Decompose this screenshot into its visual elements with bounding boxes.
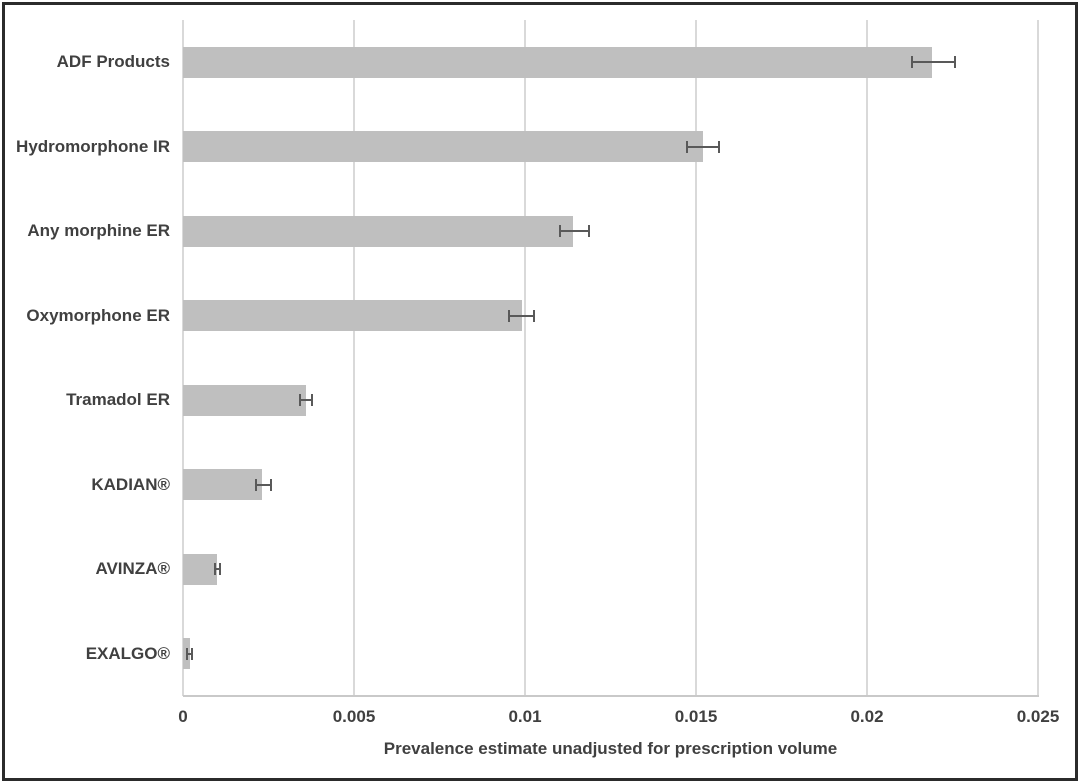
category-label: EXALGO® [85,643,170,663]
error-bar-line [911,61,956,64]
bar [183,46,932,78]
x-tick-label: 0.02 [850,707,884,726]
gridline [1037,20,1039,696]
x-axis-title: Prevalence estimate unadjusted for presc… [383,739,838,758]
error-bar-line [186,652,194,655]
bar [183,469,262,501]
error-bar-line [685,145,720,148]
error-bar-cap-low [685,140,688,153]
error-bar-line [254,483,272,486]
error-bar [299,394,313,407]
category-label: Any morphine ER [27,221,170,241]
error-bar-cap-high [269,478,272,491]
error-bar-cap-low [186,647,189,660]
error-bar [911,56,956,69]
error-bar-cap-high [587,225,590,238]
error-bar-cap-high [533,309,536,322]
error-bar-cap-high [191,647,194,660]
category-axis: ADF Products Hydromorphone IR Any morphine… [0,20,170,696]
x-tick-label: 0.015 [674,707,718,726]
category-label: KADIAN® [91,474,170,494]
bar [183,131,703,163]
error-bar-cap-high [218,563,221,576]
x-axis-line [183,695,1039,697]
category-label: Tramadol ER [66,390,170,410]
category-label: AVINZA® [95,559,170,579]
category-label: Oxymorphone ER [26,305,170,325]
x-tick-label: 0.005 [332,707,376,726]
error-bar [685,140,720,153]
x-tick-label: 0.01 [508,707,542,726]
error-bar [559,225,590,238]
gridline [524,20,526,696]
error-bar [507,309,536,322]
error-bar-cap-low [559,225,562,238]
x-tick-label: 0.025 [1016,707,1060,726]
x-tick-label: 0 [178,707,188,726]
error-bar-line [559,230,590,233]
gridline [353,20,355,696]
bar [183,553,218,585]
bar [183,384,307,416]
error-bar-cap-high [717,140,720,153]
error-bar [254,478,272,491]
error-bar-cap-low [299,394,302,407]
error-bar-line [299,399,313,402]
error-bar-line [213,568,221,571]
bar [183,300,522,332]
error-bar [186,647,194,660]
gridline [182,20,184,696]
category-label: Hydromorphone IR [16,136,170,156]
error-bar-cap-low [911,56,914,69]
gridline [866,20,868,696]
error-bar-cap-high [953,56,956,69]
plot-area [182,20,1039,696]
error-bar-cap-low [213,563,216,576]
error-bar-line [507,314,536,317]
category-label: ADF Products [56,52,170,72]
error-bar-cap-low [254,478,257,491]
gridline [695,20,697,696]
error-bar [213,563,221,576]
error-bar-cap-high [310,394,313,407]
bar [183,215,573,247]
error-bar-cap-low [507,309,510,322]
